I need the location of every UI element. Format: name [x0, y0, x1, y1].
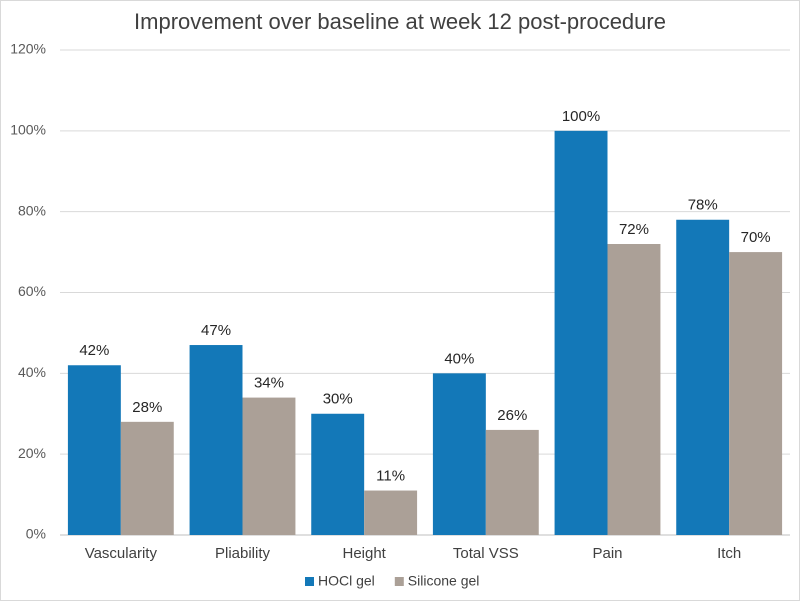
value-label: 72% — [619, 221, 649, 238]
y-tick-label: 120% — [10, 41, 46, 57]
bar — [485, 429, 539, 535]
legend-label: HOCl gel — [318, 573, 375, 589]
y-tick-label: 20% — [18, 445, 46, 461]
x-tick-label: Itch — [717, 545, 741, 562]
value-label: 28% — [132, 399, 162, 416]
legend-swatch — [394, 577, 404, 586]
value-label: 42% — [79, 342, 109, 359]
value-label: 26% — [497, 407, 527, 424]
x-tick-label: Total VSS — [453, 545, 519, 562]
y-tick-label: 40% — [18, 364, 46, 380]
bar — [242, 397, 296, 535]
value-label: 78% — [688, 197, 718, 214]
x-tick-label: Height — [342, 545, 386, 562]
bar — [311, 413, 365, 535]
y-tick-label: 60% — [18, 283, 46, 299]
value-label: 70% — [741, 229, 771, 246]
bar — [189, 345, 243, 535]
y-tick-label: 100% — [10, 122, 46, 138]
value-label: 100% — [562, 108, 600, 125]
bar — [676, 219, 730, 535]
legend-swatch — [305, 577, 314, 586]
bar — [432, 373, 486, 535]
value-label: 47% — [201, 322, 231, 339]
x-tick-label: Vascularity — [85, 545, 158, 562]
legend-label: Silicone gel — [408, 573, 480, 589]
bar — [120, 421, 174, 535]
bar — [364, 490, 418, 535]
bar — [607, 244, 661, 535]
x-tick-label: Pain — [592, 545, 622, 562]
value-label: 34% — [254, 375, 284, 392]
bar — [729, 252, 783, 536]
bar — [554, 130, 608, 536]
value-label: 30% — [323, 391, 353, 408]
value-label: 11% — [376, 468, 405, 485]
y-tick-label: 80% — [18, 202, 46, 218]
bar — [67, 365, 121, 535]
value-label: 40% — [444, 350, 474, 367]
x-tick-label: Pliability — [215, 545, 271, 562]
y-tick-label: 0% — [26, 526, 46, 542]
chart-title: Improvement over baseline at week 12 pos… — [134, 9, 666, 34]
